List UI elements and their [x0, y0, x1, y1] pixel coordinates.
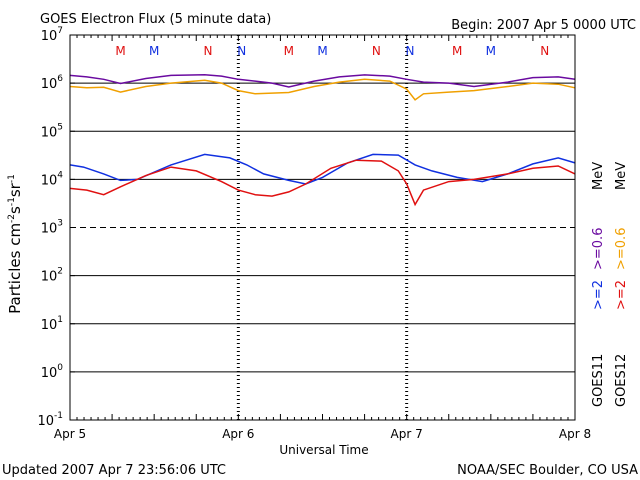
updated-time: Updated 2007 Apr 7 23:56:06 UTC — [2, 463, 226, 478]
orbit-marker: M — [284, 44, 294, 58]
y-tick-label: 10-1 — [37, 411, 63, 429]
y-tick-label: 106 — [41, 74, 64, 92]
orbit-marker: M — [452, 44, 462, 58]
legend-mev-1: MeV — [591, 162, 606, 190]
chart-title: GOES Electron Flux (5 minute data) — [40, 12, 271, 27]
y-tick-label: 105 — [41, 122, 63, 140]
orbit-marker: N — [204, 44, 213, 58]
orbit-marker: M — [149, 44, 159, 58]
grid-lines — [70, 35, 575, 420]
x-tick-label: Apr 5 — [54, 427, 86, 441]
source-credit: NOAA/SEC Boulder, CO USA — [457, 463, 638, 478]
y-tick-label: 104 — [41, 170, 64, 188]
y-tick-label: 100 — [41, 363, 64, 381]
begin-time: Begin: 2007 Apr 5 0000 UTC — [451, 18, 636, 33]
orbit-marker: N — [372, 44, 381, 58]
y-tick-label: 107 — [41, 26, 63, 44]
series-line — [69, 159, 576, 207]
legend-goes11-06mev: >=0.6 — [591, 228, 606, 270]
legend-mev-2: MeV — [614, 162, 629, 190]
series-line — [69, 78, 576, 101]
data-series — [69, 73, 576, 207]
legend-goes12-2mev: >=2 — [614, 280, 629, 310]
x-tick-labels: Apr 5 Apr 6 Apr 7 Apr 8 — [54, 427, 591, 441]
y-tick-label: 103 — [41, 219, 63, 237]
legend-goes11: GOES11 — [591, 354, 606, 407]
y-tick-labels: 107 106 105 104 103 102 101 100 10-1 — [37, 26, 75, 429]
orbit-marker: M — [115, 44, 125, 58]
orbit-marker: M — [486, 44, 496, 58]
series-line — [69, 73, 576, 88]
legend-goes11-2mev: >=2 — [591, 280, 606, 310]
y-tick-label: 101 — [41, 315, 63, 333]
legend-goes12-06mev: >=0.6 — [614, 228, 629, 270]
series-line — [69, 153, 576, 185]
x-tick-label: Apr 7 — [391, 427, 423, 441]
x-axis-label: Universal Time — [279, 443, 368, 457]
orbit-marker: N — [406, 44, 415, 58]
orbit-marker: N — [237, 44, 246, 58]
x-tick-label: Apr 6 — [222, 427, 254, 441]
orbit-marker: N — [540, 44, 549, 58]
legend: GOES11 GOES12 >=2 >=0.6 MeV >=2 >=0.6 Me… — [591, 162, 629, 407]
plot-frame — [69, 34, 576, 421]
x-tick-label: Apr 8 — [559, 427, 591, 441]
y-axis-label: Particles cm-2s-1sr-1 — [6, 174, 24, 314]
y-tick-label: 102 — [41, 267, 63, 285]
legend-goes12: GOES12 — [614, 354, 629, 407]
orbit-marker: M — [317, 44, 327, 58]
